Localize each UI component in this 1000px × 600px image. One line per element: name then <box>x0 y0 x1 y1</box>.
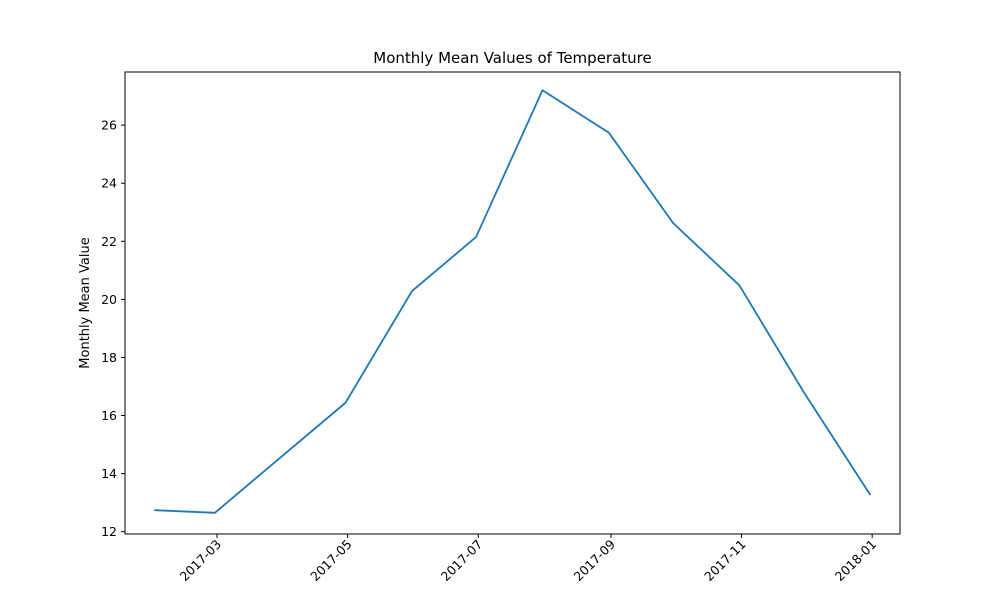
plot-area: 12 14 16 18 20 22 24 26 2017-03 2017-05 2017-07 201… <box>101 89 880 585</box>
y-tick-label: 20 <box>101 292 117 307</box>
x-tick-label: 2017-03 <box>177 537 225 585</box>
y-tick-label: 12 <box>101 524 117 539</box>
chart-title: Monthly Mean Values of Temperature <box>373 49 651 67</box>
x-tick-label: 2017-09 <box>571 536 619 584</box>
x-tick-label: 2017-07 <box>438 537 486 585</box>
x-tick-label: 2017-11 <box>701 537 749 585</box>
y-tick-label: 22 <box>101 234 117 249</box>
y-tick-label: 16 <box>101 408 117 423</box>
y-tick-label: 24 <box>101 176 117 191</box>
plot-frame <box>124 71 901 535</box>
y-tick-label: 18 <box>101 350 117 365</box>
y-axis-label: Monthly Mean Value <box>78 237 93 368</box>
y-tick-label: 26 <box>101 118 117 133</box>
y-tick-label: 14 <box>101 466 117 481</box>
x-tick-label: 2018-01 <box>832 537 880 585</box>
series-line <box>154 89 871 514</box>
x-tick-label: 2017-05 <box>307 537 355 585</box>
